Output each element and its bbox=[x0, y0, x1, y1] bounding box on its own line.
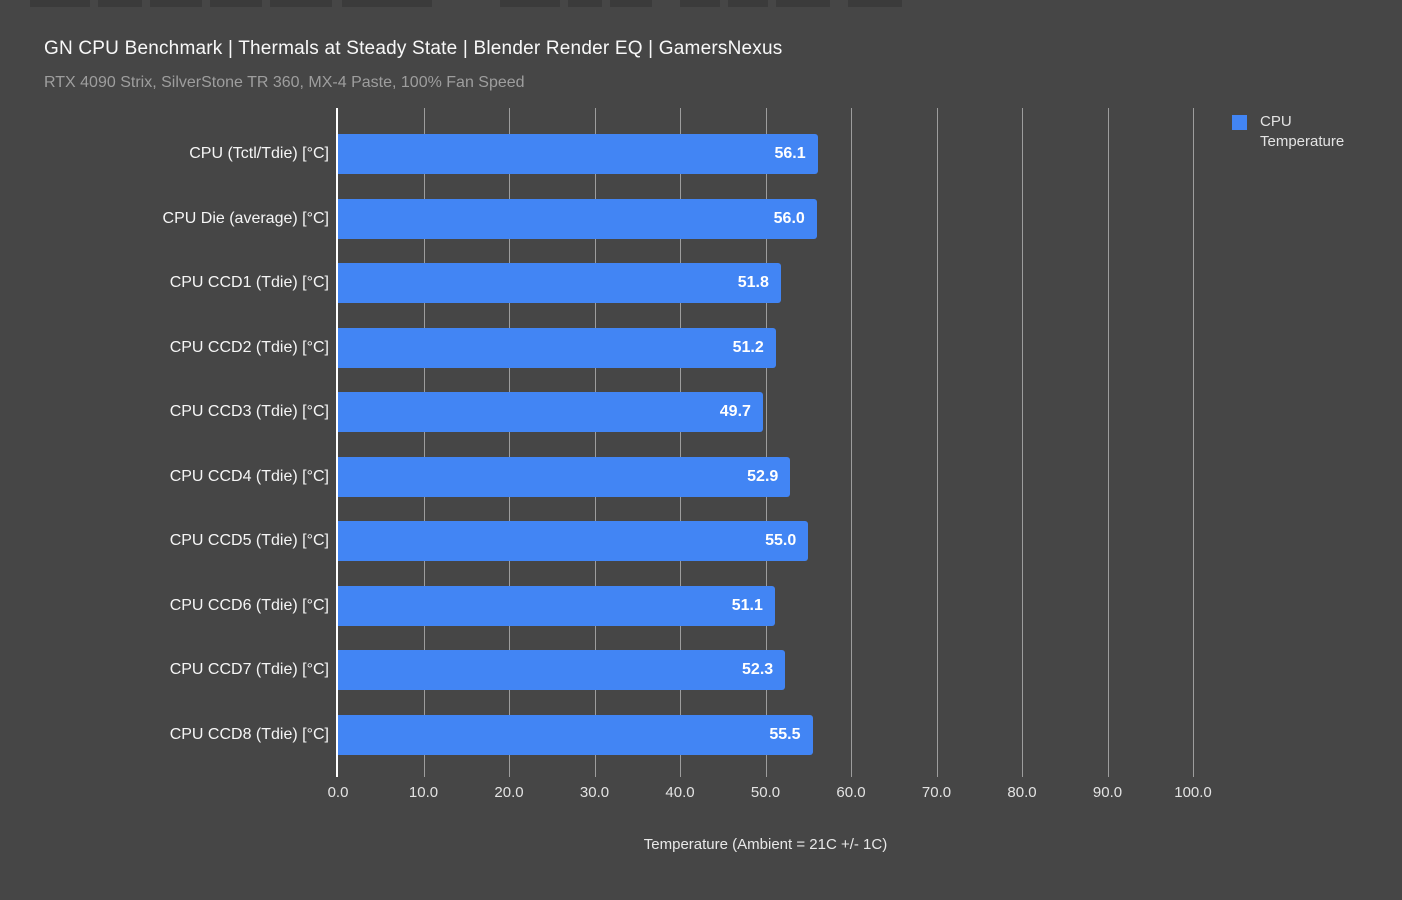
x-axis-tick-label: 10.0 bbox=[408, 784, 439, 801]
bar-row: 56.0 bbox=[338, 187, 1193, 252]
bar-row: 56.1 bbox=[338, 122, 1193, 187]
value-label: 56.0 bbox=[773, 209, 805, 227]
axis-baseline bbox=[336, 108, 338, 777]
category-label: CPU CCD4 (Tdie) [°C] bbox=[169, 467, 329, 485]
bar: 56.0 bbox=[338, 198, 817, 239]
bar-row: 51.8 bbox=[338, 251, 1193, 316]
bar-row: 51.1 bbox=[338, 574, 1193, 639]
cropped-top-artifact bbox=[0, 0, 1402, 7]
x-axis-tick-label: 80.0 bbox=[1007, 784, 1037, 801]
gridline bbox=[851, 108, 852, 777]
gridline bbox=[936, 108, 938, 777]
bar-chart: CPU (Tctl/Tdie) [°C] CPU Die (average) [°… bbox=[44, 108, 1194, 777]
category-label: CPU CCD7 (Tdie) [°C] bbox=[169, 661, 329, 679]
bar: 55.5 bbox=[338, 714, 813, 755]
gridline bbox=[1193, 108, 1194, 777]
gridline bbox=[1022, 108, 1023, 777]
x-axis-tick-label: 100.0 bbox=[1174, 784, 1212, 801]
bar: 55.0 bbox=[338, 521, 809, 562]
x-axis-tick-label: 30.0 bbox=[579, 784, 610, 801]
x-axis-tick-label: 90.0 bbox=[1092, 784, 1123, 801]
x-axis-tick-label: 0.0 bbox=[327, 784, 349, 801]
category-label: CPU CCD3 (Tdie) [°C] bbox=[169, 403, 329, 421]
bar-row: 55.5 bbox=[338, 703, 1193, 768]
bar: 52.3 bbox=[338, 650, 786, 691]
x-axis-tick-label: 20.0 bbox=[494, 784, 524, 801]
category-axis: CPU (Tctl/Tdie) [°C] CPU Die (average) [°… bbox=[44, 108, 338, 767]
value-label: 56.1 bbox=[774, 145, 806, 163]
category-label: CPU CCD5 (Tdie) [°C] bbox=[169, 532, 329, 550]
bar: 56.1 bbox=[338, 134, 818, 175]
x-axis-tick-label: 40.0 bbox=[665, 784, 695, 801]
bar-row: 51.2 bbox=[338, 316, 1193, 381]
category-label: CPU CCD2 (Tdie) [°C] bbox=[169, 338, 329, 356]
category-label: CPU (Tctl/Tdie) [°C] bbox=[189, 145, 329, 163]
x-axis-tick-label: 60.0 bbox=[836, 784, 866, 801]
x-axis-tick-labels: 0.0 10.0 20.0 30.0 40.0 50.0 60.0 70.0 80.0 90.0 1… bbox=[328, 784, 1212, 804]
value-label: 51.8 bbox=[737, 274, 769, 292]
gridline bbox=[423, 108, 425, 777]
value-label: 49.7 bbox=[719, 403, 751, 421]
bar: 51.8 bbox=[338, 263, 781, 304]
legend-swatch-icon bbox=[1232, 115, 1247, 130]
legend-label: CPU Temperature bbox=[1260, 113, 1345, 150]
gridline bbox=[765, 108, 767, 777]
value-label: 55.5 bbox=[769, 725, 801, 743]
category-label: CPU CCD6 (Tdie) [°C] bbox=[169, 596, 329, 614]
plot-area: 56.1 56.0 51.8 51.2 49.7 52.9 55.0 51.1 52.3 55.5 bbox=[336, 108, 1194, 777]
bar-rows: 56.1 56.0 51.8 51.2 49.7 52.9 55.0 51.1 52.3 55.5 bbox=[338, 122, 1193, 767]
chart-subtitle: RTX 4090 Strix, SilverStone TR 360, MX-4… bbox=[44, 74, 525, 91]
gridline bbox=[594, 108, 596, 777]
category-label: CPU CCD8 (Tdie) [°C] bbox=[169, 725, 329, 743]
bar-row: 55.0 bbox=[338, 509, 1193, 574]
chart-title: GN CPU Benchmark | Thermals at Steady St… bbox=[44, 38, 783, 59]
x-axis-tick-label: 50.0 bbox=[750, 784, 781, 801]
bar-row: 52.9 bbox=[338, 445, 1193, 510]
value-label: 52.3 bbox=[742, 661, 774, 679]
bar: 51.2 bbox=[338, 327, 776, 368]
x-axis-tick-label: 70.0 bbox=[921, 784, 952, 801]
value-label: 52.9 bbox=[747, 467, 779, 485]
value-label: 55.0 bbox=[765, 532, 797, 550]
bar: 52.9 bbox=[338, 456, 791, 497]
legend: CPU Temperature bbox=[1232, 112, 1365, 152]
gridline bbox=[1107, 108, 1109, 777]
bar-row: 49.7 bbox=[338, 380, 1193, 445]
x-axis-label: Temperature (Ambient = 21C +/- 1C) bbox=[643, 836, 888, 853]
gridline bbox=[509, 108, 510, 777]
value-label: 51.1 bbox=[731, 596, 763, 614]
bar-row: 52.3 bbox=[338, 638, 1193, 703]
value-label: 51.2 bbox=[732, 338, 764, 356]
category-label: CPU Die (average) [°C] bbox=[162, 209, 329, 227]
gridline bbox=[680, 108, 681, 777]
bar: 49.7 bbox=[338, 392, 763, 433]
category-label: CPU CCD1 (Tdie) [°C] bbox=[169, 274, 329, 292]
bar: 51.1 bbox=[338, 585, 775, 626]
